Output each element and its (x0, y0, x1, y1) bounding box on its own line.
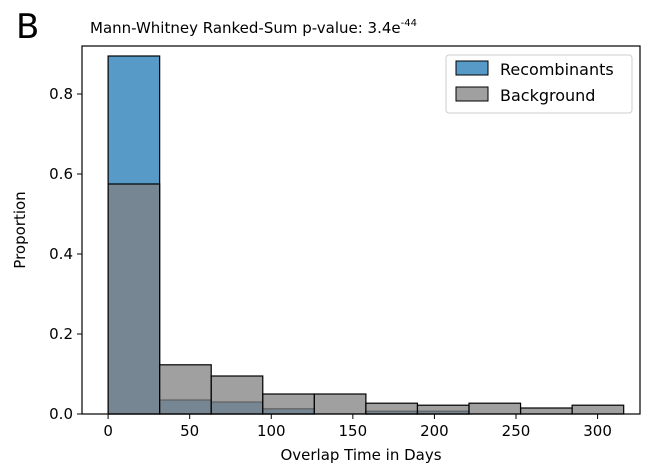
background-bar-5 (313, 393, 367, 415)
chart-title: Mann-Whitney Ranked-Sum p-value: 3.4e-44 (90, 18, 417, 37)
recombinants-bars (107, 55, 470, 415)
x-axis-ticks: 0 50 100 150 200 250 300 (103, 414, 612, 440)
y-tick-label: 0.4 (49, 245, 73, 263)
y-axis-ticks: 0.0 0.2 0.4 0.6 0.8 (49, 85, 82, 423)
x-tick-label: 250 (502, 422, 531, 440)
y-axis-label: Proportion (11, 191, 29, 268)
y-tick-label: 0.2 (49, 325, 73, 343)
x-tick-label: 100 (257, 422, 286, 440)
y-tick-label: 0.8 (49, 85, 73, 103)
legend-box (445, 54, 633, 114)
legend-swatch-recombinants (455, 60, 489, 76)
background-bar-9 (519, 407, 573, 415)
x-tick-label: 150 (339, 422, 368, 440)
legend-label-recombinants: Recombinants (500, 60, 614, 79)
background-bar-3 (210, 375, 264, 415)
x-tick-label: 0 (103, 422, 113, 440)
legend-label-background: Background (500, 86, 595, 105)
x-tick-label: 50 (180, 422, 199, 440)
y-tick-label: 0.0 (49, 405, 73, 423)
chart-title-main: Mann-Whitney Ranked-Sum p-value: 3.4e (90, 19, 401, 37)
background-bar-1 (107, 183, 161, 415)
legend: Recombinants Background (445, 54, 633, 114)
plot-frame (81, 45, 641, 415)
x-tick-label: 300 (583, 422, 612, 440)
panel-letter: B (16, 7, 39, 47)
background-bar-7 (416, 404, 470, 415)
background-bar-8 (468, 402, 522, 415)
y-tick-label: 0.6 (49, 165, 73, 183)
background-bar-2 (159, 364, 212, 415)
background-bar-10 (571, 404, 625, 415)
background-bars (107, 183, 625, 415)
legend-swatch-background (455, 86, 489, 102)
background-bar-6 (365, 402, 419, 415)
background-bar-4 (262, 393, 315, 415)
x-tick-label: 200 (420, 422, 449, 440)
chart-title-exponent: -44 (401, 18, 417, 29)
x-axis-label: Overlap Time in Days (280, 446, 441, 464)
